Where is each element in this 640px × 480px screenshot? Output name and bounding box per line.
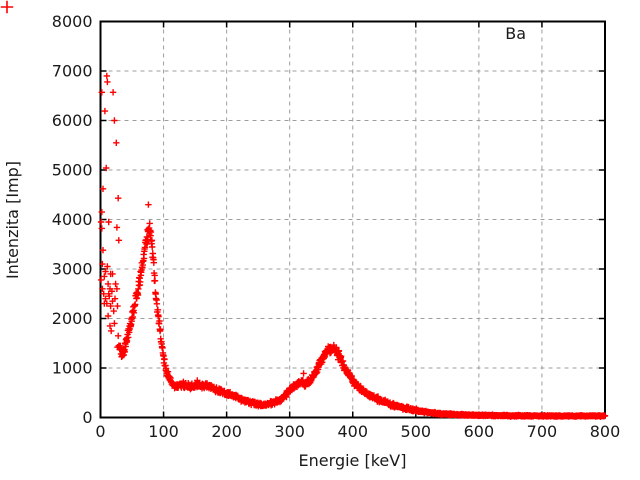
y-tick-label: 0 [82, 408, 92, 427]
x-tick-label: 600 [464, 422, 495, 441]
x-tick-label: 800 [590, 422, 621, 441]
series-ba-points [97, 72, 609, 420]
x-tick-label: 400 [337, 422, 368, 441]
legend-label: Ba [505, 24, 526, 43]
y-tick-label: 1000 [52, 359, 93, 378]
x-tick-label: 500 [401, 422, 432, 441]
x-tick-label: 100 [148, 422, 179, 441]
x-axis-label: Energie [keV] [298, 451, 407, 470]
y-tick-label: 3000 [52, 260, 93, 279]
y-tick-label: 4000 [52, 210, 93, 229]
x-tick-label: 700 [527, 422, 558, 441]
legend-marker-icon [0, 0, 14, 14]
y-tick-label: 7000 [52, 62, 93, 81]
y-tick-label: 5000 [52, 161, 93, 180]
x-tick-label: 300 [274, 422, 305, 441]
y-axis-label: Intenzita [Imp] [3, 160, 22, 280]
y-tick-label: 6000 [52, 111, 93, 130]
y-tick-label: 8000 [52, 12, 93, 31]
x-tick-label: 200 [211, 422, 242, 441]
x-tick-label: 0 [95, 422, 105, 441]
y-tick-label: 2000 [52, 309, 93, 328]
